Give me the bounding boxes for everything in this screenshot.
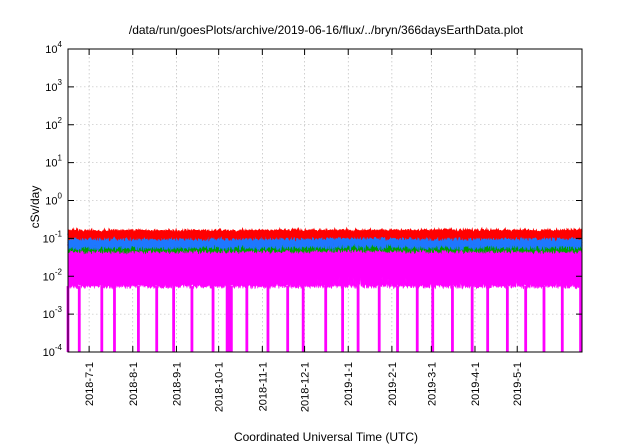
x-tick-label: 2018-11-1 <box>257 362 269 411</box>
dropout-bar <box>324 286 328 352</box>
x-axis-label: Coordinated Universal Time (UTC) <box>234 430 418 444</box>
y-tick-label: 10-2 <box>43 267 63 283</box>
dropout-bar <box>396 286 399 352</box>
dropout-group <box>66 286 582 352</box>
dropout-bar <box>377 286 381 352</box>
dropout-bar <box>415 286 419 352</box>
dropout-bar <box>211 286 215 352</box>
x-tick-label: 2018-9-1 <box>171 362 183 406</box>
x-tick-label: 2019-1-1 <box>343 362 355 406</box>
dropout-bar <box>451 286 454 352</box>
y-tick-label: 10-4 <box>43 343 63 359</box>
dropout-bar <box>113 286 116 352</box>
dropout-bar <box>225 286 229 352</box>
x-tick-label: 2018-10-1 <box>214 362 226 412</box>
y-tick-label: 102 <box>45 116 62 132</box>
dropout-bar <box>560 286 564 352</box>
dropout-bar <box>524 286 528 352</box>
axis-ticks: 10-4 10-3 10-2 10-1 100 101 102 103 104 2018-7-1 2… <box>43 40 582 412</box>
y-tick-label: 103 <box>45 78 62 94</box>
dropout-bar <box>542 286 546 352</box>
x-tick-label: 2019-2-1 <box>387 362 399 406</box>
x-tick-label: 2018-12-1 <box>300 362 312 412</box>
x-tick-label: 2019-4-1 <box>470 362 482 406</box>
series-group <box>67 226 583 242</box>
series-layer <box>66 226 583 352</box>
dropout-bar <box>190 286 194 352</box>
dropout-bar <box>100 286 104 352</box>
dropout-bar <box>227 286 230 352</box>
dropout-bar <box>431 286 435 352</box>
dropout-bar <box>172 286 176 352</box>
x-tick-label: 2018-8-1 <box>128 362 140 406</box>
dropout-bar <box>137 286 140 352</box>
y-axis-label: cSv/day <box>28 186 42 229</box>
dropout-bar <box>579 286 582 352</box>
dropout-bar <box>486 286 490 352</box>
dropout-bar <box>505 286 509 352</box>
y-tick-label: 104 <box>45 40 62 56</box>
dropout-bar <box>301 286 305 352</box>
dropout-bar <box>286 286 290 352</box>
dropout-bar <box>229 286 233 352</box>
chart-title: /data/run/goesPlots/archive/2019-06-16/f… <box>129 23 524 37</box>
y-tick-label: 100 <box>45 192 62 208</box>
dropout-bar <box>341 286 345 352</box>
y-tick-label: 10-3 <box>43 305 63 321</box>
series-line <box>67 226 583 236</box>
dropout-bar <box>245 286 249 352</box>
x-tick-label: 2018-7-1 <box>84 362 96 406</box>
dropout-bar <box>356 286 360 352</box>
dropout-bar <box>155 286 159 352</box>
x-tick-label: 2019-5-1 <box>512 362 524 406</box>
dropout-bar <box>228 286 232 352</box>
dropout-bar <box>266 286 270 352</box>
dropout-bar <box>470 286 474 352</box>
y-tick-label: 101 <box>45 154 62 170</box>
dropout-bar <box>77 286 81 352</box>
y-tick-label: 10-1 <box>43 229 63 245</box>
x-tick-label: 2019-3-1 <box>426 362 438 406</box>
